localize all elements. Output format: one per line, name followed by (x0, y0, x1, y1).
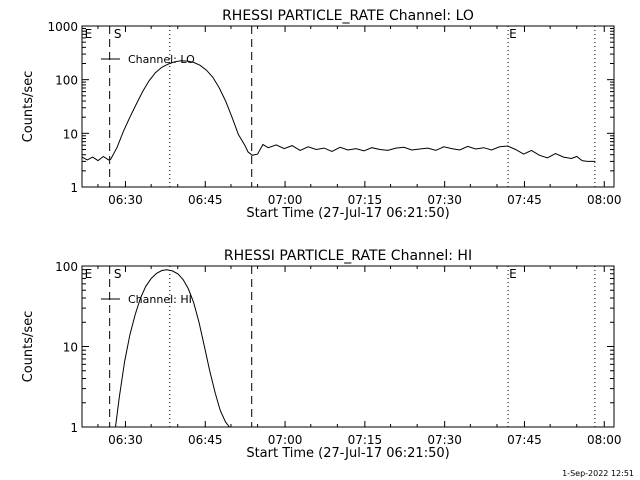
footer-timestamp: 1-Sep-2022 12:51 (562, 469, 634, 478)
chart-0-x-axis-label: Start Time (27-Jul-17 06:21:50) (246, 206, 449, 221)
chart-0-x-tick-label: 08:00 (587, 193, 622, 207)
chart-1-plot-frame (81, 265, 615, 428)
chart-1-legend-label: Channel: HI (128, 293, 192, 306)
chart-0-y-axis-label: Counts/sec (21, 71, 36, 143)
chart-0-x-tick-label: 07:00 (268, 193, 303, 207)
chart-1-marker-label: E (509, 267, 517, 281)
chart-0-marker-label: S (114, 27, 122, 41)
chart-0-x-tick-label: 06:45 (188, 193, 223, 207)
chart-1-x-tick-label: 08:00 (587, 433, 622, 447)
chart-0-x-tick-label: 07:45 (507, 193, 542, 207)
chart-1-marker-label: E (85, 267, 93, 281)
chart-1-x-tick-label: 06:30 (108, 433, 143, 447)
chart-0-series-line (82, 60, 596, 162)
chart-1-x-axis-label: Start Time (27-Jul-17 06:21:50) (246, 446, 449, 461)
chart-0-plot-frame (81, 25, 615, 188)
chart-1-y-tick-label: 1 (70, 421, 78, 435)
chart-1-x-tick-label: 07:30 (427, 433, 462, 447)
chart-0-x-tick-label: 07:15 (348, 193, 383, 207)
chart-1-marker-label: S (114, 267, 122, 281)
chart-1-y-axis-label: Counts/sec (21, 311, 36, 383)
chart-0-x-tick-label: 06:30 (108, 193, 143, 207)
chart-0-y-tick-label: 1000 (47, 20, 78, 34)
chart-1-series-line (115, 269, 230, 427)
chart-0-y-tick-label: 10 (63, 127, 78, 141)
chart-1-x-tick-label: 07:45 (507, 433, 542, 447)
chart-0-legend-label: Channel: LO (128, 53, 195, 66)
chart-1-y-tick-label: 10 (63, 341, 78, 355)
chart-1-x-tick-label: 07:00 (268, 433, 303, 447)
chart-1-title: RHESSI PARTICLE_RATE Channel: HI (224, 248, 472, 264)
chart-1-y-tick-label: 100 (55, 260, 78, 274)
chart-0-title: RHESSI PARTICLE_RATE Channel: LO (222, 8, 474, 24)
chart-0-marker-label: E (85, 27, 93, 41)
chart-0-y-tick-label: 100 (55, 74, 78, 88)
chart-0-marker-label: E (509, 27, 517, 41)
chart-1-x-tick-label: 06:45 (188, 433, 223, 447)
chart-0-x-tick-label: 07:30 (427, 193, 462, 207)
chart-1-x-tick-label: 07:15 (348, 433, 383, 447)
chart-0-y-tick-label: 1 (70, 181, 78, 195)
